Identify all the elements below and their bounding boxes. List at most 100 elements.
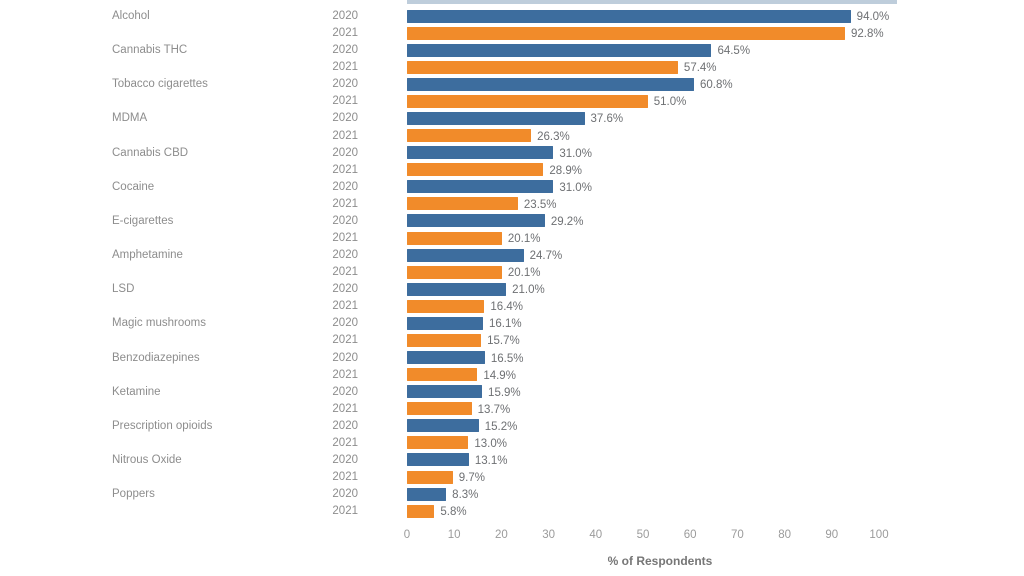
bar-2020-cocaine[interactable] [407,180,554,194]
year-label: 2021 [332,436,358,449]
bar-2020-cannabis-cbd[interactable] [407,146,554,160]
bar-2021-nitrous-oxide[interactable] [407,470,453,484]
bar-2020-ketamine[interactable] [407,385,482,399]
bar-row: LSD 2020 21.0% [0,282,1024,296]
bar-2021-alcohol[interactable] [407,26,845,40]
bar-2021-cannabis-thc[interactable] [407,60,678,74]
bar-2020-mdma[interactable] [407,111,585,125]
value-label: 13.0% [474,437,507,450]
bar-row: 2021 51.0% [0,94,1024,108]
bar-2020-lsd[interactable] [407,282,507,296]
bar-2020-amphetamine[interactable] [407,248,524,262]
bar-2021-e-cigarettes[interactable] [407,231,502,245]
year-label: 2020 [332,214,358,227]
category-label-magic-mushrooms: Magic mushrooms [112,317,206,330]
bar-2021-benzodiazepines[interactable] [407,368,478,382]
value-label: 57.4% [683,62,717,75]
bar-row: 2021 57.4% [0,60,1024,74]
bar-2021-amphetamine[interactable] [407,265,502,279]
category-label-mdma: MDMA [112,112,148,125]
category-label-nitrous-oxide: Nitrous Oxide [112,453,182,466]
value-label: 13.1% [474,454,508,467]
year-label: 2020 [332,351,358,364]
year-label: 2020 [332,488,358,501]
bar-row: 2021 9.7% [0,470,1024,484]
bar-2021-cannabis-cbd[interactable] [407,163,544,177]
category-label-poppers: Poppers [112,488,155,501]
bar-2020-alcohol[interactable] [407,9,851,23]
bar-2021-ketamine[interactable] [407,402,472,416]
bar-2021-mdma[interactable] [407,129,532,143]
x-tick-80: 80 [778,529,791,541]
value-label: 15.7% [487,335,520,348]
year-label: 2021 [332,163,358,176]
value-label: 28.9% [549,164,583,177]
bar-2021-cocaine[interactable] [407,197,518,211]
bar-row: 2021 20.1% [0,231,1024,245]
category-label-ketamine: Ketamine [112,385,161,398]
bar-2020-magic-mushrooms[interactable] [407,316,483,330]
category-label-prescription-opioids: Prescription opioids [112,419,213,432]
bar-2021-prescription-opioids[interactable] [407,436,469,450]
bar-row: Prescription opioids 2020 15.2% [0,419,1024,433]
bar-row: Benzodiazepines 2020 16.5% [0,351,1024,365]
x-tick-100: 100 [869,529,889,541]
bar-row: 2021 28.9% [0,163,1024,177]
bar-2020-tobacco-cigarettes[interactable] [407,77,694,91]
bar-row: Cocaine 2020 31.0% [0,180,1024,194]
value-label: 20.1% [507,267,541,280]
bar-2021-magic-mushrooms[interactable] [407,333,482,347]
bar-2020-prescription-opioids[interactable] [407,419,479,433]
bar-2020-nitrous-oxide[interactable] [407,453,469,467]
bar-2020-cannabis-thc[interactable] [407,43,712,57]
bar-row: 2021 13.7% [0,402,1024,416]
x-tick-70: 70 [730,529,744,541]
value-label: 24.7% [529,250,563,263]
value-label: 16.5% [490,352,524,365]
bar-row: Alcohol 2020 94.0% [0,9,1024,23]
bar-2021-lsd[interactable] [407,299,485,313]
bar-2021-tobacco-cigarettes[interactable] [407,94,648,108]
bar-2021-poppers[interactable] [407,504,435,518]
year-label: 2021 [332,300,358,313]
bar-row: E-cigarettes 2020 29.2% [0,214,1024,228]
year-label: 2021 [332,61,358,74]
year-label: 2020 [332,180,358,193]
category-label-alcohol: Alcohol [112,10,150,22]
value-label: 21.0% [512,284,545,297]
value-label: 13.7% [477,403,511,416]
category-label-e-cigarettes: E-cigarettes [112,214,174,227]
year-label: 2021 [332,266,358,279]
year-label: 2021 [332,197,358,210]
category-label-cannabis-cbd: Cannabis CBD [112,146,189,159]
bar-row: Ketamine 2020 15.9% [0,385,1024,399]
year-label: 2020 [332,146,358,159]
year-label: 2021 [332,129,358,142]
bar-2020-e-cigarettes[interactable] [407,214,545,228]
bar-2020-poppers[interactable] [407,487,447,501]
bar-row: 2021 16.4% [0,299,1024,313]
value-label: 31.0% [559,147,592,160]
year-label: 2020 [332,78,358,91]
value-label: 5.8% [440,506,467,519]
value-label: 51.0% [653,96,687,109]
x-tick-20: 20 [494,529,508,541]
year-label: 2021 [332,95,358,108]
bar-row: 2021 26.3% [0,129,1024,143]
value-label: 23.5% [523,198,557,211]
year-label: 2020 [332,317,358,330]
value-label: 64.5% [717,45,751,58]
bar-2020-benzodiazepines[interactable] [407,351,485,364]
value-label: 8.3% [452,489,479,502]
bar-row: Cannabis CBD 2020 31.0% [0,146,1024,160]
year-label: 2020 [332,112,358,125]
value-label: 92.8% [851,28,884,41]
bar-row: 2021 14.9% [0,368,1024,382]
bar-row: 2021 13.0% [0,436,1024,450]
value-label: 15.9% [488,386,521,399]
x-axis-title: % of Respondents [607,554,713,568]
value-label: 16.1% [488,318,522,331]
bar-row: 2021 15.7% [0,333,1024,347]
year-label: 2021 [332,334,358,347]
